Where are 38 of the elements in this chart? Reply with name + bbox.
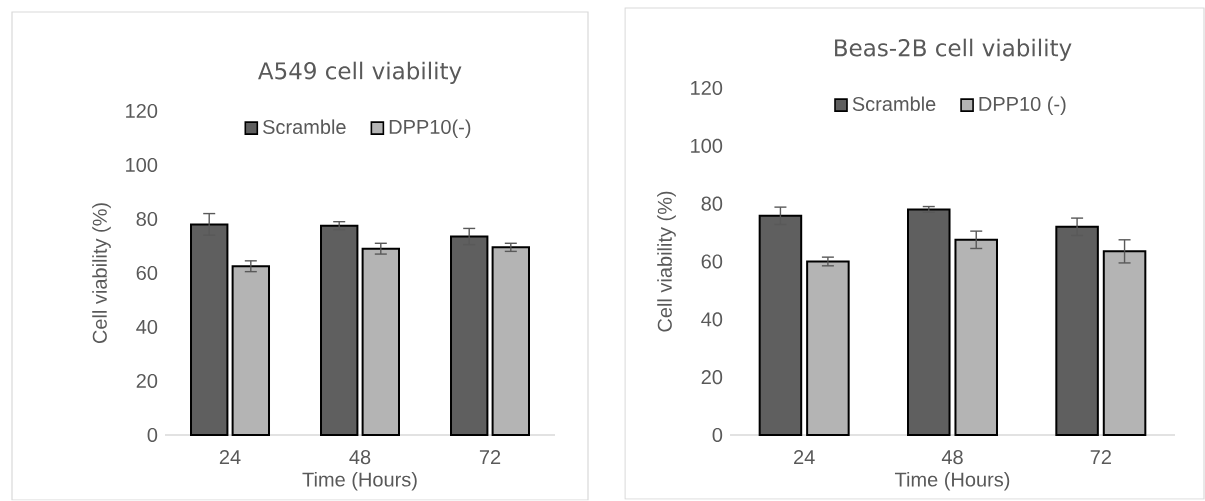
- x-tick-label: 24: [219, 450, 241, 465]
- bar: [907, 208, 951, 437]
- bar: [1102, 250, 1147, 437]
- y-tick-label: 80: [701, 196, 723, 211]
- y-tick-label: 120: [691, 81, 723, 96]
- bar: [491, 246, 530, 437]
- bar: [320, 224, 359, 437]
- x-axis-title: Time (Hours): [302, 472, 417, 491]
- y-tick-label: 100: [691, 138, 723, 154]
- x-tick-label: 72: [1090, 450, 1111, 465]
- y-tick-label: 60: [136, 266, 158, 281]
- x-tick-label: 24: [794, 450, 815, 465]
- y-axis-title: Cell viability (%): [657, 191, 676, 332]
- y-axis-title: Cell viability (%): [92, 203, 111, 344]
- bar: [806, 260, 850, 437]
- legend-label: DPP10 (-): [979, 96, 1066, 116]
- x-tick-label: 48: [349, 450, 371, 465]
- y-tick-label: 120: [126, 104, 158, 119]
- y-tick-label: 0: [712, 428, 723, 443]
- x-tick-label: 72: [479, 450, 501, 465]
- bar: [231, 265, 270, 437]
- bar: [954, 239, 998, 437]
- legend-label: DPP10(-): [389, 119, 471, 139]
- legend-label: Scramble: [263, 119, 346, 135]
- y-tick-label: 0: [147, 428, 158, 443]
- legend-label: Scramble: [852, 96, 936, 112]
- y-tick-label: 100: [126, 158, 158, 173]
- x-tick-label: 48: [941, 450, 963, 465]
- y-tick-label: 40: [136, 320, 158, 335]
- bar: [361, 247, 400, 437]
- y-tick-label: 20: [136, 374, 158, 389]
- chart-title: A549 cell viability: [258, 61, 462, 85]
- y-tick-label: 80: [136, 212, 158, 227]
- x-axis-title: Time (Hours): [894, 472, 1010, 491]
- y-tick-label: 20: [701, 370, 723, 385]
- y-tick-label: 60: [701, 254, 723, 269]
- chart-title: Beas-2B cell viability: [835, 38, 1072, 62]
- y-tick-label: 40: [701, 312, 723, 327]
